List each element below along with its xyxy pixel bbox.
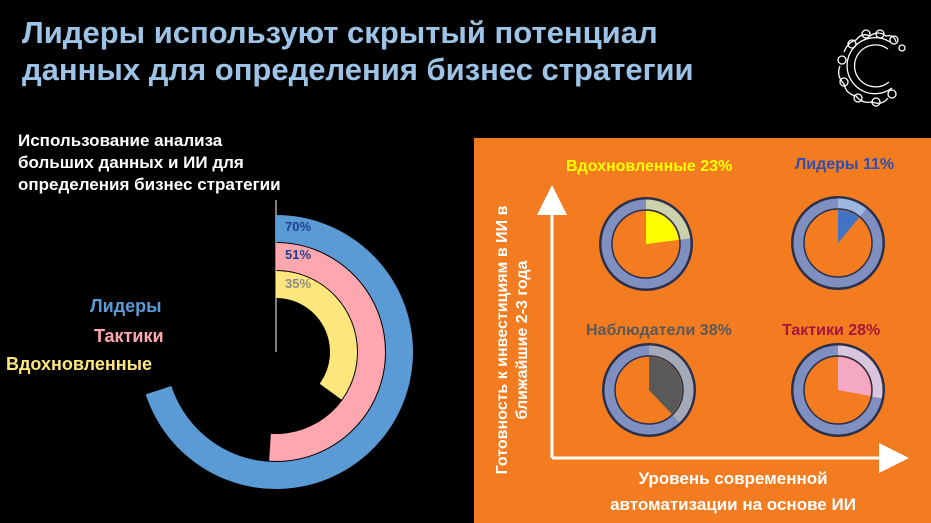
slide-title-line1: Лидеры используют скрытый потенциал — [22, 15, 658, 50]
brand-logo-icon — [832, 22, 912, 117]
pie-ring-highlight-3 — [838, 345, 883, 399]
slide-title-line2: данных для определения бизнес стратегии — [22, 52, 694, 87]
quadrant-label-observers: Наблюдатели 38% — [586, 322, 732, 339]
quadrant-label-inspired: Вдохновленные 23% — [566, 158, 733, 175]
legend-tactics: Тактики — [94, 326, 164, 346]
legend-inspired: Вдохновленные — [6, 354, 153, 374]
y-axis-label: Готовность к инвестициям в ИИ в ближайши… — [494, 205, 531, 475]
slide-title: Лидеры используют скрытый потенциал данн… — [22, 14, 694, 88]
radial-bar-2 — [276, 271, 357, 400]
pie-ring-highlight-2 — [649, 345, 694, 423]
quadrant-label-tactics: Тактики 28% — [782, 322, 881, 339]
pie-slice-1 — [838, 210, 860, 243]
radial-bar-1 — [269, 243, 385, 461]
pie-ring-highlight-1 — [838, 198, 867, 217]
pie-slice-3 — [838, 357, 871, 397]
quadrant-label-leaders: Лидеры 11% — [795, 156, 895, 173]
legend-leaders: Лидеры — [90, 296, 162, 316]
pie-slice-0 — [646, 211, 679, 244]
left-chart-title: Использование анализа больших данных и И… — [18, 131, 281, 194]
radial-bar-label-1: 51% — [285, 247, 311, 262]
x-axis-label: Уровень современной автоматизации на осн… — [610, 469, 856, 514]
radial-bar-label-2: 35% — [285, 276, 311, 291]
pie-slice-2 — [649, 357, 683, 415]
pie-ring-highlight-0 — [646, 199, 691, 240]
radial-bar-label-0: 70% — [285, 219, 311, 234]
